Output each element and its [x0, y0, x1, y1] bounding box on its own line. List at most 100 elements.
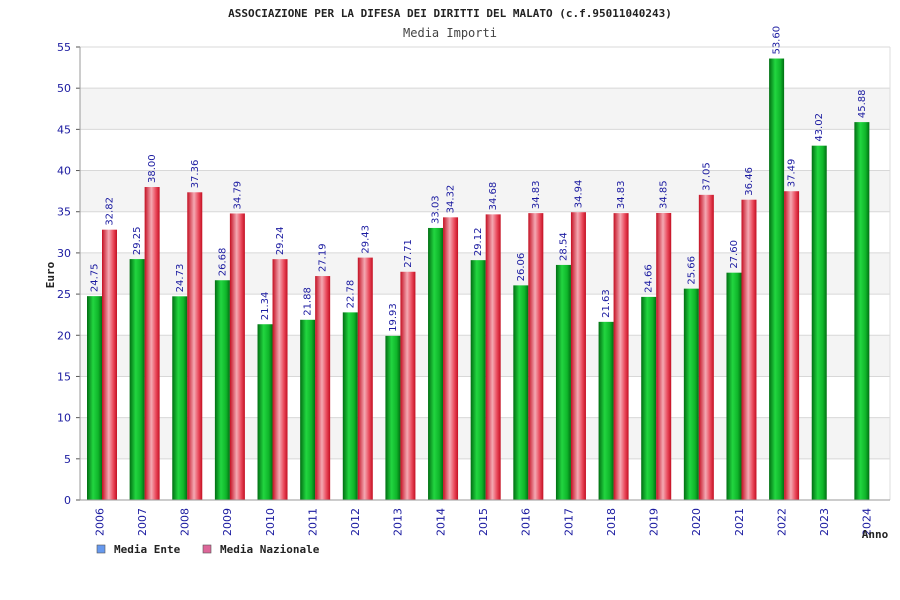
bar-media-ente: [129, 259, 145, 500]
y-tick-label: 30: [57, 247, 71, 260]
bar-media-ente: [726, 272, 742, 500]
data-label-media-nazionale: 34.85: [659, 180, 670, 209]
bar-media-nazionale: [485, 214, 501, 500]
bar-media-nazionale: [357, 257, 373, 500]
x-tick-label: 2019: [648, 508, 661, 536]
bar-media-nazionale: [187, 192, 203, 500]
bar-media-ente: [598, 321, 614, 500]
y-tick-label: 15: [57, 370, 71, 383]
y-tick-label: 35: [57, 206, 71, 219]
chart-subtitle: Media Importi: [403, 26, 497, 40]
bar-media-ente: [300, 319, 316, 500]
x-tick-label: 2015: [477, 508, 490, 536]
data-labels: 24.75 32.82 29.25 38.00 24.73 37.36 26.68 34.79…: [90, 26, 868, 332]
data-label-media-nazionale: 34.83: [531, 180, 542, 209]
data-label-media-ente: 21.88: [303, 287, 314, 316]
data-label-media-nazionale: 36.46: [744, 167, 755, 196]
x-tick-label: 2010: [264, 508, 277, 536]
x-axis: 2006 2007 2008 2009 2010 2011 2012 2013 2014 2015…: [80, 499, 890, 536]
data-label-media-ente: 29.25: [132, 226, 143, 255]
bar-media-nazionale: [443, 217, 459, 500]
x-tick-label: 2016: [520, 508, 533, 536]
x-tick-label: 2006: [93, 508, 106, 536]
grid-band: [80, 47, 890, 89]
data-label-media-nazionale: 37.49: [787, 159, 798, 188]
data-label-media-ente: 26.68: [217, 248, 228, 277]
x-tick-label: 2007: [136, 508, 149, 536]
data-label-media-ente: 24.66: [644, 264, 655, 293]
grid-band: [80, 88, 890, 130]
data-label-media-nazionale: 27.71: [403, 239, 414, 268]
data-label-media-nazionale: 34.32: [446, 185, 457, 214]
bar-media-ente: [854, 122, 870, 501]
data-label-media-ente: 29.12: [473, 228, 484, 257]
x-tick-label: 2013: [392, 508, 405, 536]
x-tick-label: 2022: [775, 508, 788, 536]
y-axis: 0 5 10 15 20 25 30 35 40 45 50 55: [57, 41, 81, 507]
bar-media-nazionale: [144, 187, 160, 500]
bar-media-nazionale: [698, 194, 714, 501]
data-label-media-ente: 19.93: [388, 303, 399, 332]
y-tick-label: 40: [57, 165, 71, 178]
data-label-media-ente: 43.02: [814, 113, 825, 142]
data-label-media-nazionale: 29.43: [360, 225, 371, 254]
bar-media-nazionale: [102, 229, 117, 500]
bar-media-ente: [513, 285, 529, 500]
data-label-media-nazionale: 29.24: [275, 227, 286, 256]
bar-media-nazionale: [613, 213, 629, 501]
bar-media-nazionale: [272, 259, 288, 500]
chart-title: ASSOCIAZIONE PER LA DIFESA DEI DIRITTI D…: [228, 7, 672, 20]
y-tick-label: 20: [57, 329, 71, 342]
x-tick-label: 2024: [861, 508, 874, 536]
bar-media-nazionale: [784, 191, 800, 500]
legend-swatch: [202, 544, 212, 554]
y-tick-label: 45: [57, 123, 71, 136]
data-label-media-ente: 22.78: [345, 280, 356, 309]
bar-media-ente: [342, 312, 358, 500]
y-tick-label: 25: [57, 288, 71, 301]
data-label-media-nazionale: 27.19: [318, 243, 329, 272]
data-label-media-nazionale: 37.05: [701, 162, 712, 191]
y-tick-label: 10: [57, 412, 71, 425]
x-tick-label: 2021: [733, 508, 746, 536]
data-label-media-nazionale: 34.94: [573, 180, 584, 209]
bar-media-ente: [470, 260, 486, 500]
x-tick-label: 2009: [221, 508, 234, 536]
x-tick-label: 2012: [349, 508, 362, 536]
legend-label: Media Nazionale: [220, 543, 320, 556]
x-tick-label: 2023: [818, 508, 831, 536]
data-label-media-ente: 27.60: [729, 240, 740, 269]
data-label-media-nazionale: 34.83: [616, 180, 627, 209]
data-label-media-ente: 26.06: [516, 253, 527, 282]
bar-media-ente: [811, 145, 827, 500]
x-tick-label: 2020: [690, 508, 703, 536]
data-label-media-ente: 24.75: [90, 264, 101, 293]
y-tick-label: 0: [64, 494, 71, 507]
bar-media-nazionale: [656, 212, 672, 501]
data-label-media-ente: 45.88: [857, 89, 868, 118]
bar-media-ente: [641, 296, 657, 500]
data-label-media-nazionale: 32.82: [105, 197, 116, 226]
data-label-media-ente: 33.03: [431, 195, 442, 224]
bar-media-nazionale: [229, 213, 245, 500]
bar-media-ente: [257, 324, 273, 500]
data-label-media-nazionale: 38.00: [147, 154, 158, 183]
grid-band: [80, 129, 890, 171]
data-label-media-ente: 21.34: [260, 292, 271, 321]
x-tick-label: 2018: [605, 508, 618, 536]
data-label-media-ente: 21.63: [601, 289, 612, 318]
bar-media-nazionale: [741, 199, 757, 500]
bar-media-ente: [428, 227, 444, 500]
legend: Media Ente Media Nazionale: [96, 543, 320, 556]
bar-media-ente: [683, 288, 699, 500]
data-label-media-ente: 25.66: [686, 256, 697, 285]
bar-media-ente: [87, 296, 102, 500]
x-axis-label: Anno: [862, 528, 889, 541]
data-label-media-nazionale: 34.68: [488, 182, 499, 211]
legend-swatch: [96, 544, 106, 554]
x-tick-label: 2011: [306, 508, 319, 536]
data-label-media-ente: 28.54: [558, 232, 569, 261]
bar-media-nazionale: [400, 271, 416, 500]
bar-media-ente: [214, 280, 230, 500]
bars: [87, 58, 870, 501]
